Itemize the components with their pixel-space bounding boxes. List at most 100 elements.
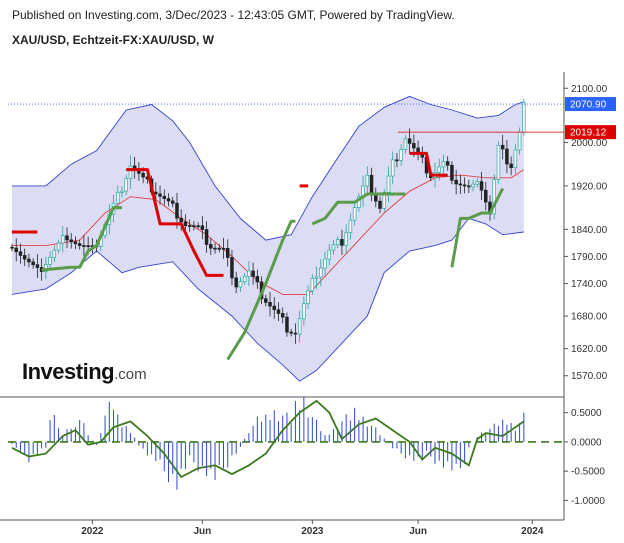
candle [61,226,65,253]
candle [522,99,526,136]
candle-body [48,256,52,265]
candle [69,233,73,249]
candle [264,294,268,307]
symbol-title: XAU/USD, Echtzeit-FX:XAU/USD, W [12,33,215,47]
candle-body [179,217,183,223]
investing-logo: Investing.com [22,359,147,385]
candle-body [454,179,458,185]
supertrend-up-segment [41,206,122,272]
published-caption: Published on Investing.com, 3/Dec/2023 -… [12,8,455,22]
candle [293,323,298,344]
price-tick-label: 1680.00 [571,312,608,323]
supertrend-up-segment [311,192,406,226]
candle-body [340,239,344,246]
candle [221,237,226,259]
candle [10,243,14,252]
candle-body [225,248,230,258]
candle [462,177,467,194]
candle [454,169,458,195]
candle-body [86,245,90,247]
candle-body [399,149,403,161]
candle-body [513,149,518,169]
candle [323,251,327,276]
candle [209,237,213,255]
candle [27,253,31,268]
candle [200,216,205,240]
candle-body [82,245,86,247]
candle-body [467,185,471,188]
candle-body [382,191,386,209]
candle-body [31,261,35,266]
candle-body [378,200,382,209]
candle-body [323,258,327,269]
candle [450,161,454,185]
candle-body [365,174,370,187]
candle [73,236,78,250]
candle-body [407,138,412,144]
supertrend-series [12,151,505,361]
price-tag-label: 2070.90 [570,100,607,111]
candle [255,269,260,289]
candle-body [517,131,522,151]
candle-body [247,270,251,277]
candle [314,266,319,289]
candle [399,144,403,166]
candle-body [327,249,332,260]
candle-body [390,159,395,177]
candle-body [285,316,289,333]
candle-body [479,181,484,191]
oscillator-panel: 0.5000 0.0000 -0.5000 -1.0000 [8,397,605,507]
candle [14,238,18,262]
time-tick-label: Jun [193,526,211,537]
candle-body [352,207,357,221]
candle-body [141,172,145,178]
candle-body [276,309,281,314]
candle-body [306,290,310,304]
candle-body [437,166,441,173]
candle [348,213,353,240]
candle [285,312,289,337]
price-tag-current: 2070.90 [565,97,616,112]
candle-body [386,175,391,193]
price-tags: 2070.90 2019.12 [565,97,616,140]
price-tick-label: 1620.00 [571,344,608,355]
candle [217,244,222,253]
candle-body [348,219,353,234]
candle-body [124,178,128,192]
price-tag-box [565,125,616,140]
logo-domain: .com [114,366,147,383]
candle-body [221,247,226,250]
candle [500,134,505,160]
price-tick-label: 1840.00 [571,225,608,236]
candle-body [395,159,399,162]
candle [115,185,120,211]
candle-body [14,247,18,253]
candle-body [302,303,306,320]
candle-body [475,181,480,185]
candle-body [234,277,238,288]
candle [77,239,82,250]
candle-body [357,196,361,208]
candle [238,276,243,292]
candle [445,156,450,171]
candle-body [458,183,463,186]
candle [357,192,361,212]
candle-body [462,184,467,187]
candle [272,297,277,319]
candle [344,224,348,254]
price-tick-label: 1920.00 [571,181,608,192]
candle-body [272,305,277,311]
candle-body [65,235,69,241]
candle-body [204,229,209,245]
candle [48,251,52,271]
candle-body [450,164,454,181]
candle [65,227,69,249]
candle [302,296,306,326]
candle-body [251,270,255,277]
candle-body [230,257,234,279]
candle-body [35,264,40,268]
price-tick-label: 2000.00 [571,138,608,149]
candle [247,261,251,286]
time-tick-label: 2022 [81,526,104,537]
